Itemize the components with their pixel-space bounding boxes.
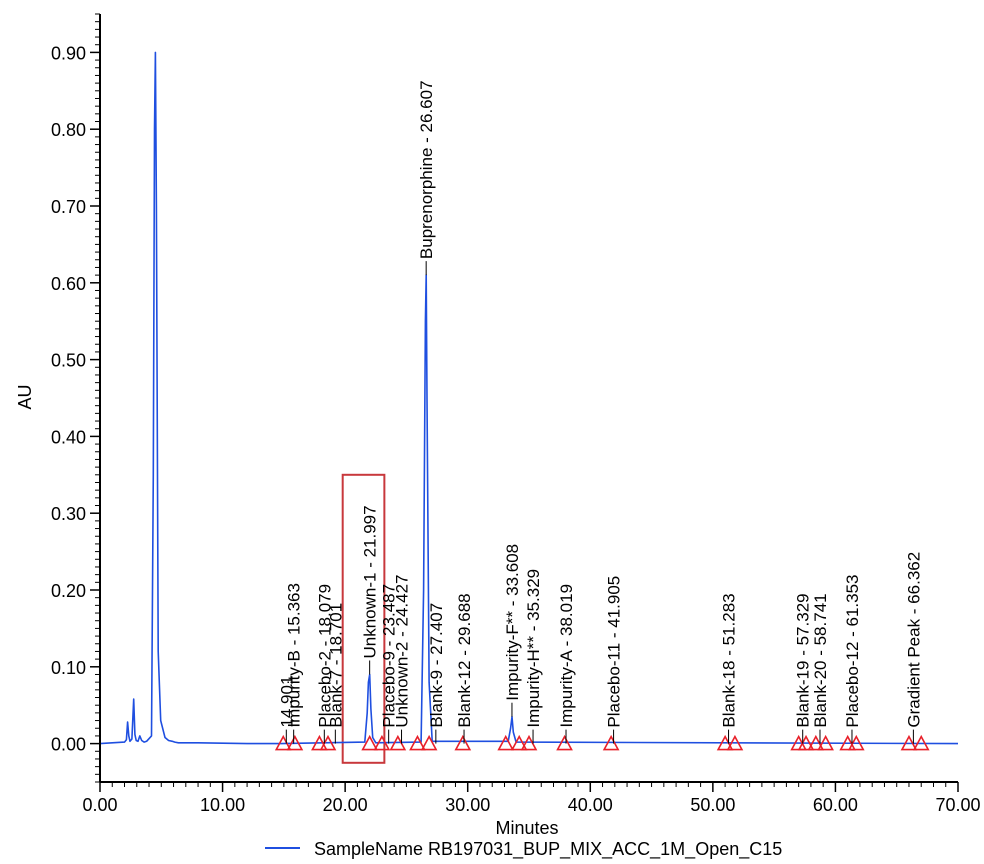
peak-label: Blank-7 - 18.701	[326, 603, 345, 728]
series-layer	[99, 51, 959, 745]
peak-label: Gradient Peak - 66.362	[904, 552, 923, 728]
peak-label: Blank-19 - 57.329	[794, 593, 813, 727]
x-tick-label: 0.00	[82, 795, 117, 815]
peak-label: 14.901	[277, 676, 296, 728]
legend-label: SampleName RB197031_BUP_MIX_ACC_1M_Open_…	[314, 839, 782, 859]
peak-label: Impurity-B - 15.363	[285, 583, 304, 728]
integration-marker	[900, 734, 918, 751]
highlight-box-layer	[341, 473, 386, 764]
peak-label: Impurity-F** - 33.608	[503, 544, 522, 701]
x-tick-label: 70.00	[935, 795, 980, 815]
integration-marker	[847, 734, 865, 751]
integration-marker	[497, 734, 515, 751]
integration-marker	[807, 734, 825, 751]
integration-marker	[726, 734, 744, 751]
integration-marker	[602, 734, 620, 751]
y-tick-label: 0.30	[51, 504, 86, 524]
axes-layer: 0.00 0.10 0.20 0.30 0.40 0.50 0.60 0.70 0.80 0.90…	[51, 13, 981, 815]
peak-label: Placebo-9 - 23.487	[380, 584, 399, 728]
series-line	[99, 51, 959, 745]
integration-marker	[373, 734, 391, 751]
integration-marker	[912, 734, 930, 751]
integration-marker-layer	[274, 734, 930, 751]
y-tick-label: 0.40	[51, 427, 86, 447]
x-tick-label: 10.00	[200, 795, 245, 815]
y-tick-label: 0.50	[51, 351, 86, 371]
integration-marker	[420, 734, 438, 751]
x-tick-label: 60.00	[813, 795, 858, 815]
y-axis-title: AU	[15, 384, 35, 409]
x-axis-title: Minutes	[495, 818, 558, 838]
peak-label: Placebo-11 - 41.905	[605, 576, 624, 728]
x-tick-label: 40.00	[568, 795, 613, 815]
y-tick-label: 0.10	[51, 658, 86, 678]
peak-label: Unknown-2 - 24.427	[393, 575, 412, 728]
y-tick-label: 0.60	[51, 274, 86, 294]
legend: SampleName RB197031_BUP_MIX_ACC_1M_Open_…	[265, 839, 782, 860]
peak-label: Blank-18 - 51.283	[720, 593, 739, 727]
peak-label: Blank-20 - 58.741	[811, 593, 830, 727]
y-tick-label: 0.20	[51, 581, 86, 601]
integration-marker	[286, 734, 304, 751]
peak-label: Buprenorphine - 26.607	[417, 80, 436, 259]
integration-marker	[520, 734, 538, 751]
integration-marker	[454, 734, 472, 751]
peak-label: Impurity-H** - 35.329	[524, 569, 543, 728]
peak-label: Unknown-1 - 21.997	[361, 505, 380, 658]
integration-marker	[817, 734, 834, 751]
y-tick-label: 0.00	[51, 735, 86, 755]
integration-marker	[839, 734, 857, 751]
integration-marker	[311, 734, 328, 751]
integration-marker	[409, 734, 426, 751]
integration-marker	[510, 734, 528, 751]
integration-marker	[361, 734, 378, 751]
peak-label: Impurity-A - 38.019	[557, 584, 576, 728]
x-tick-label: 50.00	[690, 795, 735, 815]
peak-label: Blank-12 - 29.688	[455, 593, 474, 727]
peak-label: Placebo-12 - 61.353	[843, 574, 862, 727]
highlight-box	[341, 473, 386, 764]
y-tick-label: 0.70	[51, 197, 86, 217]
integration-marker	[556, 734, 573, 751]
peak-label: Placebo-2 - 18.079	[315, 584, 334, 728]
y-tick-label: 0.80	[51, 120, 86, 140]
x-tick-label: 20.00	[323, 795, 368, 815]
peak-label: Blank-9 - 27.407	[427, 603, 446, 728]
x-tick-label: 30.00	[445, 795, 490, 815]
y-tick-label: 0.90	[51, 43, 86, 63]
